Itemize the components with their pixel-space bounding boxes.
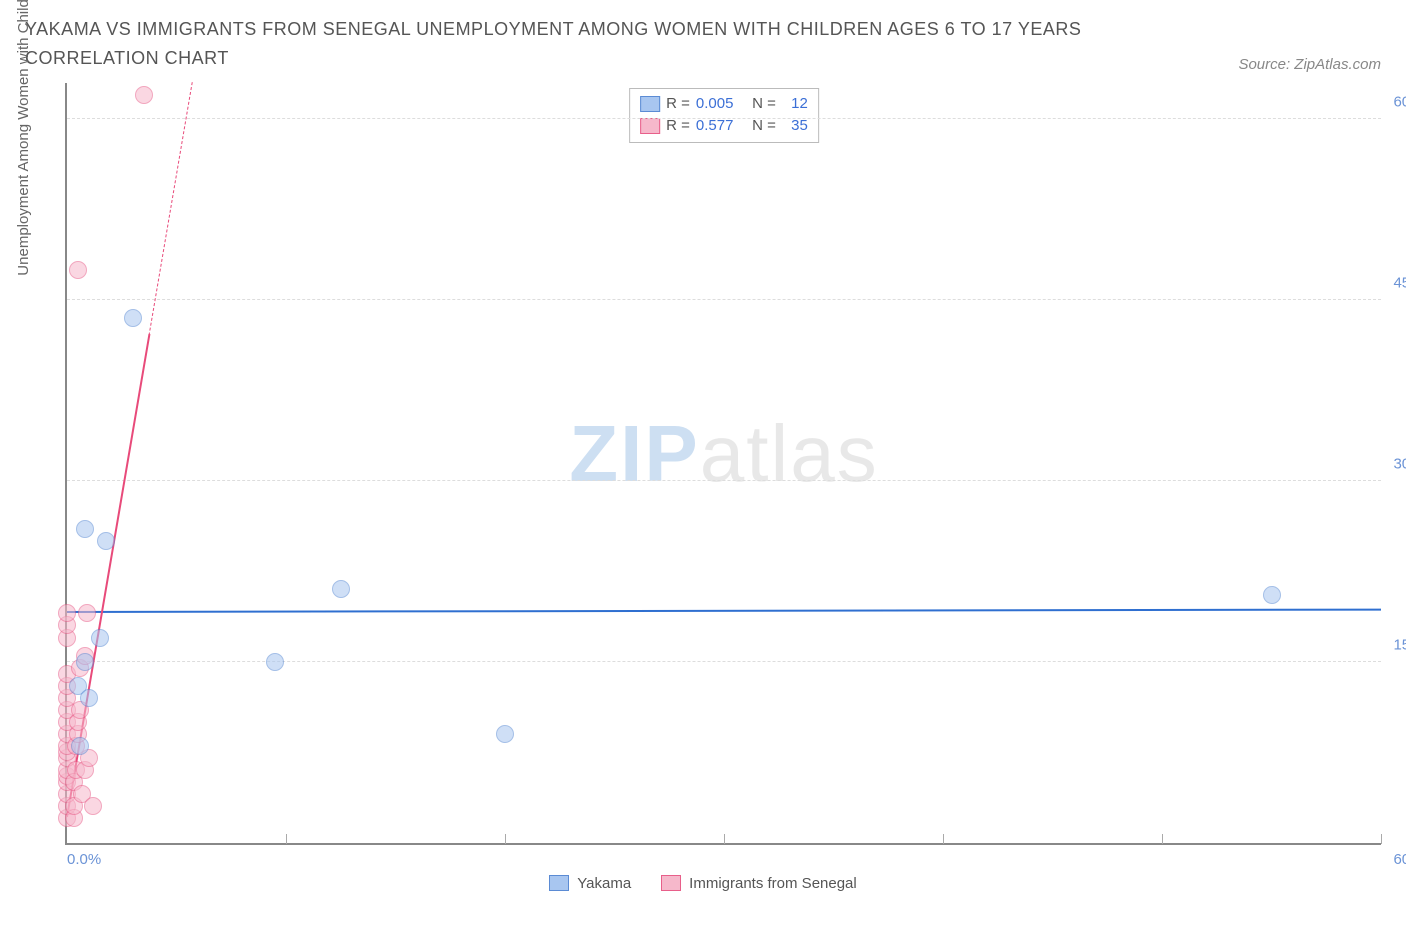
n-label: N =: [748, 93, 776, 116]
gridline-h: [67, 480, 1381, 481]
x-tick: [943, 834, 944, 844]
legend-swatch: [549, 875, 569, 891]
plot-area: ZIPatlas R =0.005 N =12R =0.577 N =35 15…: [65, 83, 1381, 845]
gridline-h: [67, 661, 1381, 662]
data-point: [266, 653, 284, 671]
y-tick-label: 30.0%: [1393, 455, 1406, 472]
y-tick-label: 15.0%: [1393, 636, 1406, 653]
legend-swatch: [661, 875, 681, 891]
stats-legend-row: R = 0.005 N = 12: [640, 93, 808, 116]
stats-legend: R =0.005 N =12R =0.577 N =35: [629, 88, 819, 143]
x-tick-label: 60.0%: [1393, 851, 1406, 868]
data-point: [80, 689, 98, 707]
x-tick: [724, 834, 725, 844]
x-tick: [1162, 834, 1163, 844]
chart-title: YAKAMA VS IMMIGRANTS FROM SENEGAL UNEMPL…: [25, 15, 1125, 73]
trendline-yakama: [67, 609, 1381, 613]
data-point: [124, 309, 142, 327]
legend-swatch: [640, 118, 660, 134]
legend-label: Yakama: [577, 875, 631, 892]
x-tick-label: 0.0%: [67, 851, 101, 868]
data-point: [91, 629, 109, 647]
data-point: [76, 653, 94, 671]
data-point: [58, 604, 76, 622]
legend-item: Immigrants from Senegal: [661, 875, 857, 892]
y-tick-label: 60.0%: [1393, 93, 1406, 110]
watermark: ZIPatlas: [569, 407, 878, 499]
x-tick: [1381, 834, 1382, 844]
data-point: [332, 580, 350, 598]
x-tick: [505, 834, 506, 844]
legend-swatch: [640, 96, 660, 112]
data-point: [84, 797, 102, 815]
data-point: [78, 604, 96, 622]
legend-label: Immigrants from Senegal: [689, 875, 857, 892]
gridline-h: [67, 299, 1381, 300]
x-tick: [286, 834, 287, 844]
chart-container: Unemployment Among Women with Children A…: [25, 83, 1381, 896]
data-point: [496, 725, 514, 743]
data-point: [135, 86, 153, 104]
source-label: Source: ZipAtlas.com: [1238, 56, 1381, 73]
data-point: [69, 261, 87, 279]
data-point: [97, 532, 115, 550]
data-point: [71, 737, 89, 755]
data-point: [76, 520, 94, 538]
r-label: R =: [666, 93, 690, 116]
gridline-h: [67, 118, 1381, 119]
y-axis-label: Unemployment Among Women with Children A…: [15, 0, 32, 276]
y-tick-label: 45.0%: [1393, 274, 1406, 291]
data-point: [1263, 586, 1281, 604]
legend-item: Yakama: [549, 875, 631, 892]
r-value: 0.005: [696, 93, 742, 116]
n-value: 12: [782, 93, 808, 116]
series-legend: Yakama Immigrants from Senegal: [25, 875, 1381, 896]
trendline-immigrants-from-senegal: [149, 82, 193, 335]
